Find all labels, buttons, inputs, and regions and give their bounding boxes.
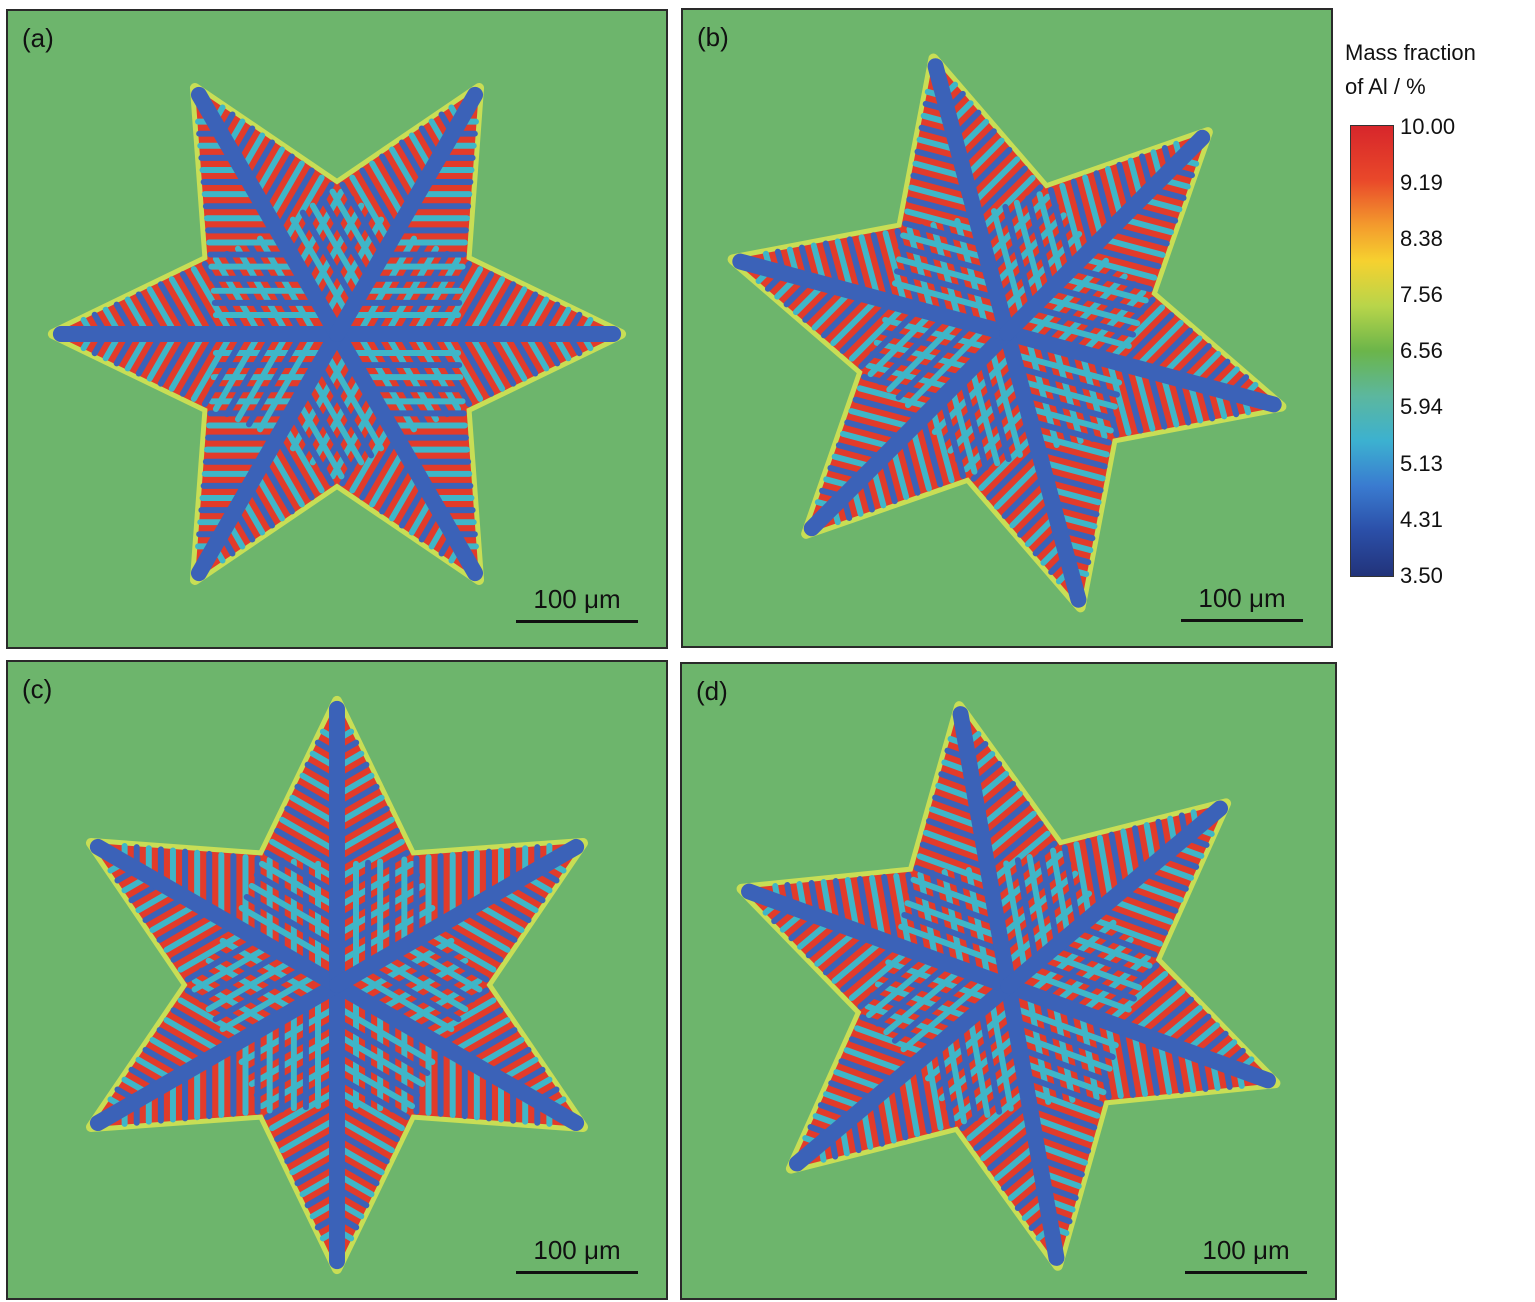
scale-bar-d: 100 μm <box>1185 1237 1307 1274</box>
scale-line-c <box>516 1271 638 1274</box>
dendrite-image-d <box>736 701 1281 1271</box>
panel-label-c: (c) <box>22 674 53 704</box>
scale-line-a <box>516 620 638 623</box>
colorbar-title: Mass fraction of Al / % <box>1345 36 1530 104</box>
panel-c: (c) 100 μm <box>6 660 668 1300</box>
colorbar-tick: 10.00 <box>1400 114 1456 139</box>
scale-bar-a: 100 μm <box>516 586 638 623</box>
dendrite <box>85 695 589 1275</box>
panel-d: (d) 100 μm <box>680 662 1337 1300</box>
colorbar-tick: 8.38 <box>1400 226 1443 251</box>
panel-label-d: (d) <box>696 676 728 706</box>
colorbar <box>1350 125 1394 577</box>
scale-line-d <box>1185 1271 1307 1274</box>
scale-text-a: 100 μm <box>533 584 621 614</box>
scale-bar-b: 100 μm <box>1181 585 1303 622</box>
dendrite <box>727 53 1287 613</box>
scale-bar-c: 100 μm <box>516 1237 638 1274</box>
colorbar-tick: 9.19 <box>1400 170 1443 195</box>
colorbar-tick: 4.31 <box>1400 507 1443 532</box>
dendrite-image-a <box>47 82 627 585</box>
dendrite-image-c <box>85 695 589 1275</box>
scale-text-b: 100 μm <box>1198 583 1286 613</box>
colorbar-title-line1: Mass fraction <box>1345 40 1476 65</box>
panel-label-b: (b) <box>697 22 729 52</box>
dendrite <box>47 82 627 585</box>
panel-a: (a) 100 μm <box>6 9 668 649</box>
colorbar-title-line2: of Al / % <box>1345 74 1426 99</box>
scale-line-b <box>1181 619 1303 622</box>
dendrite-image-b <box>727 53 1287 613</box>
colorbar-tick: 7.56 <box>1400 282 1443 307</box>
panel-label-a: (a) <box>22 23 54 53</box>
colorbar-tick: 6.56 <box>1400 338 1443 363</box>
colorbar-tick: 3.50 <box>1400 563 1443 588</box>
dendrite <box>736 701 1281 1271</box>
panel-b: (b) 100 μm <box>681 8 1333 648</box>
scale-text-d: 100 μm <box>1202 1235 1290 1265</box>
colorbar-tick: 5.13 <box>1400 451 1443 476</box>
scale-text-c: 100 μm <box>533 1235 621 1265</box>
colorbar-tick: 5.94 <box>1400 394 1443 419</box>
